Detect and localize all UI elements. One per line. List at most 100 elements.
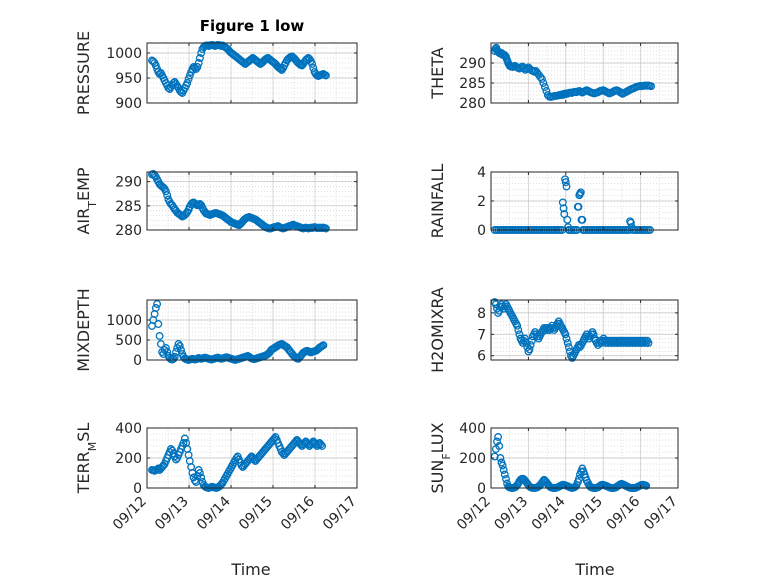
y-axis-label: MIXDEPTH (74, 288, 93, 371)
x-tick-label: 09/12 (110, 494, 150, 534)
y-tick-label: 0 (477, 481, 486, 497)
subplot-4: 0 2 4 RAINFALL (428, 164, 679, 239)
data-series (490, 433, 651, 492)
data-point (540, 83, 549, 91)
data-point (571, 482, 580, 491)
data-point (177, 346, 185, 354)
data-series (148, 300, 328, 364)
y-tick-label: 290 (115, 175, 142, 191)
y-tick-label: 285 (459, 76, 486, 92)
data-point (561, 178, 570, 187)
y-tick-label: 6 (477, 349, 486, 365)
data-point (195, 469, 204, 477)
x-tick-label: 09/17 (320, 494, 360, 534)
data-point (562, 182, 571, 191)
data-point (562, 334, 571, 343)
y-tick-label: 0 (133, 353, 142, 369)
axes-box (146, 171, 358, 231)
y-tick-label: 950 (115, 71, 142, 87)
data-point (161, 187, 170, 196)
y-tick-label: 285 (115, 199, 142, 215)
data-point (240, 59, 248, 67)
data-point (574, 202, 583, 211)
axes-box (146, 42, 358, 104)
data-point (156, 340, 165, 348)
data-point (521, 334, 529, 343)
y-tick-label: 0 (477, 223, 486, 239)
y-tick-label: 7 (477, 327, 486, 343)
data-point (185, 71, 194, 80)
axes-box (146, 299, 358, 361)
x-axis-label-right: Time (574, 560, 614, 579)
data-point (161, 344, 170, 352)
axes-box (490, 299, 679, 361)
data-point (314, 440, 323, 449)
data-point (578, 215, 587, 224)
y-axis-label: AIRTEMP (74, 167, 99, 234)
data-point (179, 439, 188, 447)
y-tick-label: 0 (133, 481, 142, 497)
x-tick-label: 09/16 (278, 493, 318, 533)
y-axis-label: H2OMIXRA (428, 287, 447, 373)
data-series (148, 41, 330, 97)
x-tick-label: 09/14 (194, 493, 234, 533)
x-tick-label: 09/14 (529, 493, 569, 533)
data-point (563, 215, 572, 224)
data-point (502, 475, 510, 483)
data-point (537, 75, 546, 83)
subplot-8: 0 200 400 SUNFLUX09/1209/1309/1409/1509/160… (428, 421, 681, 533)
data-point (163, 191, 172, 200)
y-tick-label: 200 (115, 451, 142, 467)
data-point (319, 341, 328, 350)
data-point (563, 338, 572, 347)
axes-box (490, 42, 679, 104)
data-point (321, 224, 330, 233)
data-point (318, 442, 327, 450)
x-tick-label: 09/15 (566, 494, 606, 534)
subplot-1: 900 950 1000 PRESSURE (74, 31, 358, 115)
data-point (494, 433, 503, 441)
y-tick-label: 280 (459, 96, 486, 112)
data-point (626, 218, 635, 227)
data-point (183, 79, 192, 87)
y-tick-label: 500 (115, 333, 142, 349)
data-series (490, 298, 653, 362)
data-point (149, 57, 158, 66)
data-point (182, 209, 191, 218)
data-point (321, 71, 330, 80)
x-tick-label: 09/13 (491, 494, 531, 534)
data-point (493, 437, 501, 446)
data-point (153, 300, 162, 308)
data-point (498, 461, 507, 470)
data-point (500, 470, 509, 479)
data-point (247, 55, 256, 63)
data-point (499, 466, 508, 474)
data-point (155, 332, 164, 340)
data-point (564, 343, 573, 352)
data-point (192, 200, 201, 209)
data-point (158, 182, 167, 191)
y-tick-label: 400 (115, 421, 142, 437)
x-tick-label: 09/16 (604, 493, 644, 533)
data-point (525, 345, 534, 354)
y-axis-label: RAINFALL (428, 164, 447, 239)
data-point (175, 342, 184, 350)
data-point (644, 338, 653, 347)
y-tick-label: 280 (115, 223, 142, 239)
data-point (495, 442, 504, 450)
data-point (194, 59, 203, 67)
x-tick-label: 09/12 (454, 494, 494, 534)
y-tick-label: 900 (115, 96, 142, 112)
subplot-7: 0 200 400 TERRMSL 09/12 09/13 09/14 09/15 09/16 0… (74, 421, 360, 533)
x-tick-label: 09/15 (236, 494, 276, 534)
subplot-5: 0 500 1000 MIXDEPTH (74, 288, 358, 372)
y-axis-label: THETA (428, 47, 447, 99)
y-tick-label: 200 (459, 451, 486, 467)
data-point (559, 204, 568, 213)
x-tick-label: 09/13 (152, 494, 192, 534)
data-point (197, 473, 206, 482)
data-point (195, 54, 204, 62)
subplot-2: 280 285 290 THETA (428, 42, 679, 112)
data-point (184, 75, 193, 83)
